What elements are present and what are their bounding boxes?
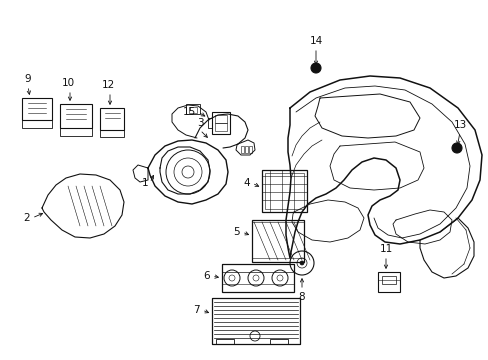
Text: 4: 4 (243, 178, 249, 188)
Text: 5: 5 (233, 227, 240, 237)
Bar (264, 173, 304, 209)
Bar (215, 115, 226, 123)
Text: 15: 15 (183, 107, 196, 117)
Bar (241, 146, 243, 153)
Text: 12: 12 (101, 80, 114, 90)
Bar (244, 146, 247, 153)
Text: 11: 11 (379, 244, 392, 254)
Bar (100, 108, 124, 130)
Bar (381, 276, 395, 284)
Circle shape (310, 63, 320, 73)
Bar (222, 264, 293, 272)
Bar (215, 123, 226, 131)
Bar (60, 128, 92, 136)
Bar (189, 107, 197, 113)
Text: 8: 8 (298, 292, 305, 302)
Text: 10: 10 (61, 78, 74, 88)
Circle shape (299, 261, 304, 265)
Bar (22, 98, 52, 120)
Text: 14: 14 (309, 36, 322, 46)
Text: 2: 2 (23, 213, 30, 223)
Circle shape (451, 143, 461, 153)
Bar (269, 339, 287, 344)
Bar (212, 298, 299, 344)
Bar (212, 112, 229, 134)
Bar (212, 298, 299, 344)
Text: 1: 1 (141, 178, 148, 188)
Bar (248, 146, 251, 153)
Bar (377, 272, 399, 292)
Bar (60, 104, 92, 128)
Text: 13: 13 (452, 120, 466, 130)
Bar (262, 170, 306, 212)
Bar (185, 104, 200, 114)
Bar (222, 264, 293, 292)
Text: 7: 7 (193, 305, 200, 315)
Text: 9: 9 (24, 74, 31, 84)
Text: 3: 3 (196, 118, 203, 128)
Bar (100, 130, 124, 137)
Bar (251, 220, 304, 262)
Bar (22, 120, 52, 128)
Text: 6: 6 (203, 271, 209, 281)
Bar (207, 118, 212, 128)
Bar (216, 339, 234, 344)
